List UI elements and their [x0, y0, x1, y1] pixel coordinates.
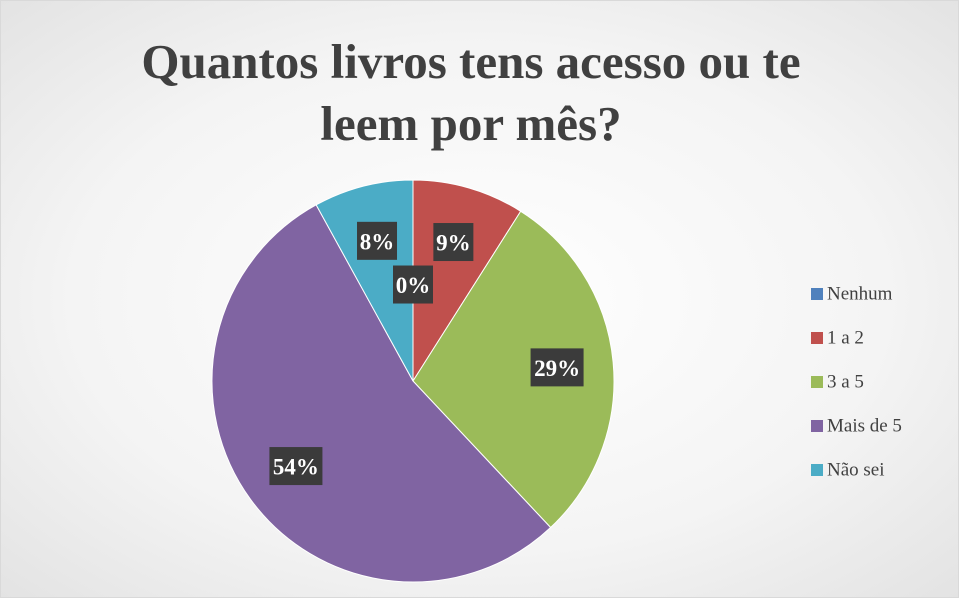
data-label-box [269, 447, 323, 486]
data-label: 9% [436, 231, 471, 256]
legend-swatch [811, 420, 823, 432]
chart-title: Quantos livros tens acesso ou te leem po… [141, 34, 801, 151]
data-label-box [357, 221, 398, 260]
data-label: 0% [396, 273, 431, 298]
data-label-box [393, 265, 433, 304]
legend-swatch [811, 288, 823, 300]
data-label-box [530, 348, 584, 387]
data-label: 54% [273, 455, 319, 480]
legend-label: 1 a 2 [827, 328, 864, 349]
data-label: 8% [360, 229, 395, 254]
pie-slice [412, 210, 615, 529]
data-label: 29% [534, 356, 580, 381]
legend-label: Mais de 5 [827, 416, 902, 437]
legend-label: 3 a 5 [827, 372, 864, 393]
data-label-box [433, 223, 474, 262]
legend-label: Não sei [827, 460, 885, 481]
legend-swatch [811, 332, 823, 344]
legend-swatch [811, 464, 823, 476]
pie-slice [211, 204, 552, 583]
legend-label: Nenhum [827, 284, 893, 305]
legend-swatch [811, 376, 823, 388]
